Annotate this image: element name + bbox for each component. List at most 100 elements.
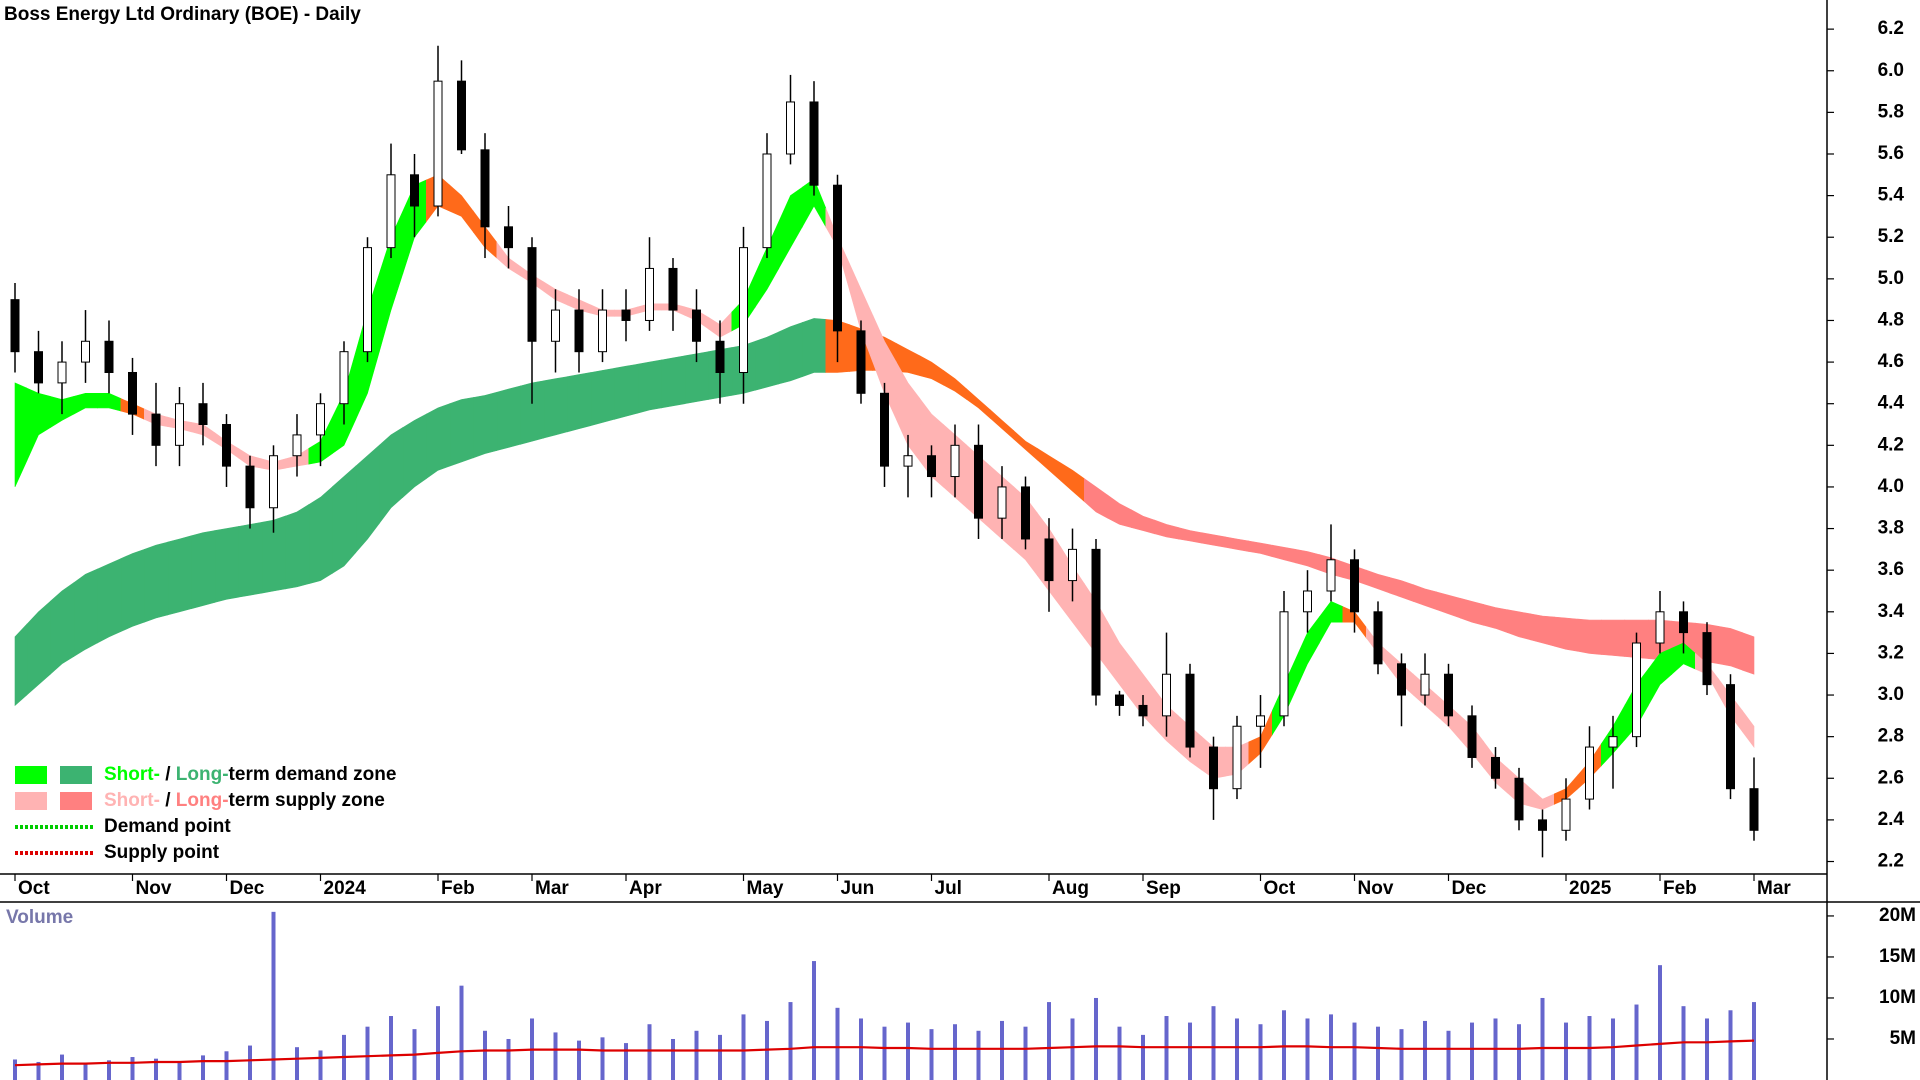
y-tick-label: 2.2 [1878,851,1904,872]
volume-bar [271,911,276,1080]
y-tick-label: 5.4 [1878,185,1905,206]
volume-bar [835,1007,840,1080]
y-tick-label: 5M [1890,1028,1916,1049]
candle-body [386,174,396,249]
candle-body [10,299,20,353]
legend-swatch [60,766,92,784]
volume-bar [812,961,816,1080]
legend-text: Long- [176,764,229,785]
volume-bar [60,1054,64,1080]
zone-band [778,322,803,385]
zone-band [1742,632,1755,675]
candle-body [269,455,278,509]
x-tick-label: Nov [1358,878,1394,899]
candle-body [1162,673,1171,717]
candle-body [621,309,631,321]
candle-body [363,247,372,353]
x-tick-label: Dec [1452,878,1487,899]
candle-body [480,149,490,228]
candle-body [715,340,725,373]
zone-band [801,318,827,378]
volume-bar [248,1045,252,1080]
volume-bar [953,1024,957,1080]
volume-bar [671,1038,675,1080]
candle-body [1256,715,1265,727]
volume-bar [1564,1022,1568,1080]
volume-bar [577,1040,581,1080]
zone-band [238,521,263,598]
zone-band [472,391,498,459]
volume-bar [36,1061,41,1080]
volume-bar [1070,1018,1075,1080]
y-tick-label: 5.2 [1878,226,1904,247]
zone-band [754,331,780,391]
volume-bar [1728,1010,1733,1080]
zone-band [1554,616,1579,652]
volume-bar [1446,1030,1451,1080]
volume-bar [1047,1002,1051,1080]
volume-bar [741,1014,746,1080]
x-tick-label: Feb [1663,878,1697,899]
candle-body [1185,673,1195,748]
volume-bar [389,1016,393,1080]
candle-body [1232,725,1242,790]
candle-body [175,403,184,446]
volume-bar [1258,1024,1263,1080]
candle-body [1749,788,1759,831]
y-tick-label: 10M [1879,987,1916,1008]
volume-bar [859,1018,863,1080]
candle-body [1115,694,1124,706]
zone-band [543,376,568,439]
y-tick-label: 4.4 [1878,393,1905,414]
volume-bar [1305,1018,1310,1080]
y-tick-label: 3.6 [1878,559,1904,580]
chart-title: Boss Energy Ltd Ordinary (BOE) - Daily [4,4,361,25]
candle-body [927,455,936,478]
candle-body [34,351,43,384]
candle-body [950,444,960,478]
volume-bar [1235,1018,1239,1080]
volume-title: Volume [6,907,73,928]
legend-text: Demand point [104,816,231,837]
candle-body [1091,548,1101,696]
volume-bar [365,1026,370,1080]
zone-band [1577,618,1602,655]
candle-body [903,455,913,467]
candle-body [762,153,772,249]
candle-body [1279,611,1289,717]
volume-bar [1399,1029,1404,1080]
legend-swatch [60,792,92,810]
volume-bar [318,1050,323,1080]
volume-bar [13,1059,17,1080]
candle-body [1608,736,1618,748]
zone-band [425,403,451,480]
zone-band [566,372,592,433]
zone-band [167,535,192,616]
x-tick-label: May [747,878,784,899]
volume-bar [1117,1026,1122,1080]
volume-bar [1611,1018,1615,1080]
volume-bar [1023,1026,1028,1080]
zone-band [144,541,169,623]
volume-bar [130,1057,135,1080]
y-tick-label: 5.8 [1878,101,1904,122]
candle-body [1044,538,1054,582]
candle-body [104,340,114,373]
volume-bar [224,1051,229,1080]
volume-bar [1376,1026,1380,1080]
volume-bar [295,1047,299,1080]
y-tick-label: 4.6 [1878,351,1904,372]
candle-body [81,340,90,363]
volume-bar [882,1026,887,1080]
zone-band [449,397,474,467]
y-tick-label: 6.2 [1878,18,1904,39]
candle-body [1538,819,1547,831]
volume-bar [1094,997,1098,1080]
volume-bar [1540,997,1545,1080]
candle-body [504,226,513,249]
zone-band [191,530,216,610]
candle-body [410,174,419,207]
candle-body [1467,715,1477,758]
candle-body [880,392,889,467]
y-tick-label: 15M [1879,946,1916,967]
